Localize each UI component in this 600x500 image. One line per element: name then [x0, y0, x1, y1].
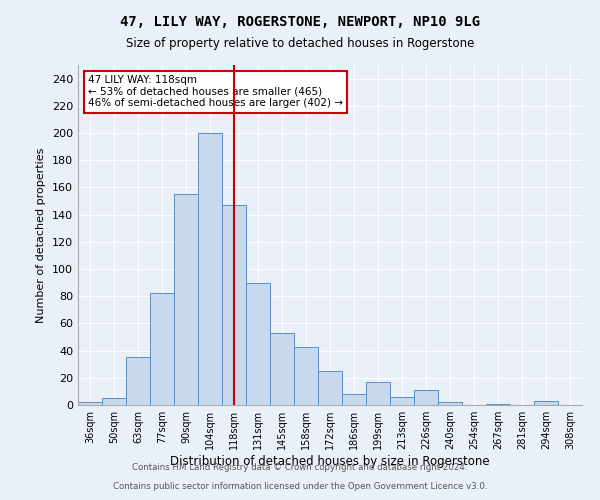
Bar — [318, 371, 342, 405]
Bar — [78, 402, 102, 405]
Bar — [150, 294, 174, 405]
Bar — [534, 401, 558, 405]
Bar — [246, 282, 270, 405]
Bar — [342, 394, 366, 405]
Bar — [174, 194, 198, 405]
Bar — [270, 333, 294, 405]
Bar — [486, 404, 510, 405]
Text: Contains HM Land Registry data © Crown copyright and database right 2024.: Contains HM Land Registry data © Crown c… — [132, 464, 468, 472]
Text: 47, LILY WAY, ROGERSTONE, NEWPORT, NP10 9LG: 47, LILY WAY, ROGERSTONE, NEWPORT, NP10 … — [120, 15, 480, 29]
Bar — [414, 390, 438, 405]
Bar — [294, 346, 318, 405]
Bar — [438, 402, 462, 405]
X-axis label: Distribution of detached houses by size in Rogerstone: Distribution of detached houses by size … — [170, 455, 490, 468]
Bar — [366, 382, 390, 405]
Y-axis label: Number of detached properties: Number of detached properties — [37, 148, 46, 322]
Bar — [222, 205, 246, 405]
Text: Size of property relative to detached houses in Rogerstone: Size of property relative to detached ho… — [126, 38, 474, 51]
Bar — [126, 358, 150, 405]
Bar — [102, 398, 126, 405]
Text: Contains public sector information licensed under the Open Government Licence v3: Contains public sector information licen… — [113, 482, 487, 491]
Text: 47 LILY WAY: 118sqm
← 53% of detached houses are smaller (465)
46% of semi-detac: 47 LILY WAY: 118sqm ← 53% of detached ho… — [88, 75, 343, 108]
Bar — [390, 397, 414, 405]
Bar — [198, 133, 222, 405]
